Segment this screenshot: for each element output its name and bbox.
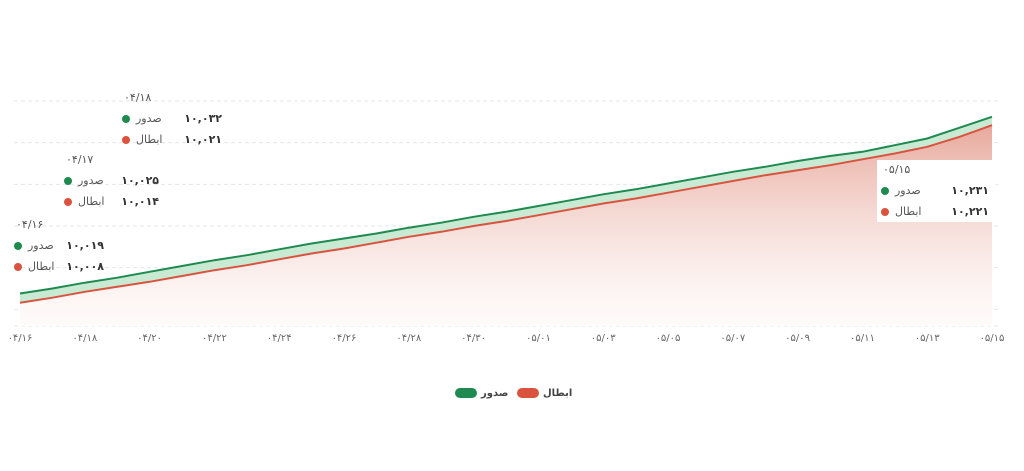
tooltip-dot: [122, 115, 130, 123]
tooltip-name: ابطال: [78, 195, 105, 208]
x-tick-label: ۰۵/۱۱: [850, 333, 875, 344]
tooltip-value: ۱۰,۰۰۸: [66, 260, 104, 273]
x-tick-label: ۰۵/۰۷: [720, 333, 745, 344]
tooltip-date: ۰۴/۱۷: [66, 153, 93, 166]
tooltip-dot: [64, 198, 72, 206]
area: [20, 125, 992, 326]
x-tick-label: ۰۴/۲۸: [396, 333, 421, 344]
tooltip-date: ۰۴/۱۸: [124, 91, 151, 104]
tooltip: ۰۴/۱۸ صدور ۱۰,۰۳۲ ابطال ۱۰,۰۲۱: [122, 91, 222, 146]
x-tick-label: ۰۴/۲۲: [202, 333, 227, 344]
tooltip-name: ابطال: [895, 205, 922, 218]
tooltip-value: ۱۰,۰۱۹: [66, 239, 104, 252]
tooltip-dot: [14, 242, 22, 250]
x-tick-label: ۰۵/۰۵: [656, 333, 681, 344]
x-tick-label: ۰۴/۱۸: [72, 333, 97, 344]
x-tick-label: ۰۵/۰۳: [591, 333, 616, 344]
x-tick-label: ۰۴/۲۴: [267, 333, 292, 344]
tooltip: ۰۴/۱۶ صدور ۱۰,۰۱۹ ابطال ۱۰,۰۰۸: [14, 218, 104, 273]
tooltip-date: ۰۵/۱۵: [883, 163, 910, 176]
tooltip-name: صدور: [77, 174, 104, 187]
line: [19, 124, 993, 304]
tooltip-value: ۱۰,۲۳۱: [951, 184, 989, 197]
tooltip-dot: [64, 177, 72, 185]
x-tick-label: ۰۵/۱۳: [915, 333, 940, 344]
tooltip-dot: [881, 208, 889, 216]
tooltip-name: ابطال: [136, 133, 163, 146]
tooltip-date: ۰۴/۱۶: [16, 218, 43, 231]
x-tick-label: ۰۴/۲۰: [137, 333, 162, 344]
tooltip-value: ۱۰,۲۲۱: [951, 205, 989, 218]
legend-swatch[interactable]: [455, 388, 477, 398]
tooltip-value: ۱۰,۰۲۱: [184, 133, 222, 146]
x-tick-label: ۰۴/۲۶: [332, 333, 357, 344]
tooltip-name: صدور: [135, 112, 162, 125]
legend-label[interactable]: صدور: [480, 388, 508, 399]
tooltip: ۰۴/۱۷ صدور ۱۰,۰۲۵ ابطال ۱۰,۰۱۴: [64, 153, 159, 208]
tooltip-dot: [122, 136, 130, 144]
tooltip-value: ۱۰,۰۲۵: [121, 174, 159, 187]
legend-label[interactable]: ابطال: [543, 388, 572, 399]
tooltip-box: [877, 160, 995, 222]
tooltip-dot: [881, 187, 889, 195]
tooltip-name: ابطال: [28, 260, 55, 273]
tooltip: ۰۵/۱۵ صدور ۱۰,۲۳۱ ابطال ۱۰,۲۲۱: [877, 160, 995, 222]
line: [19, 115, 993, 295]
tooltip-name: صدور: [894, 184, 921, 197]
tooltip-dot: [14, 263, 22, 271]
x-tick-label: ۰۴/۱۶: [8, 333, 33, 344]
tooltip-value: ۱۰,۰۳۲: [184, 112, 222, 125]
legend-swatch[interactable]: [517, 388, 539, 398]
x-tick-label: ۰۵/۱۵: [980, 333, 1005, 344]
x-tick-label: ۰۴/۳۰: [461, 333, 486, 344]
x-tick-label: ۰۵/۰۹: [785, 333, 810, 344]
tooltip-value: ۱۰,۰۱۴: [121, 195, 159, 208]
tooltip-name: صدور: [27, 239, 54, 252]
x-tick-label: ۰۵/۰۱: [526, 333, 551, 344]
